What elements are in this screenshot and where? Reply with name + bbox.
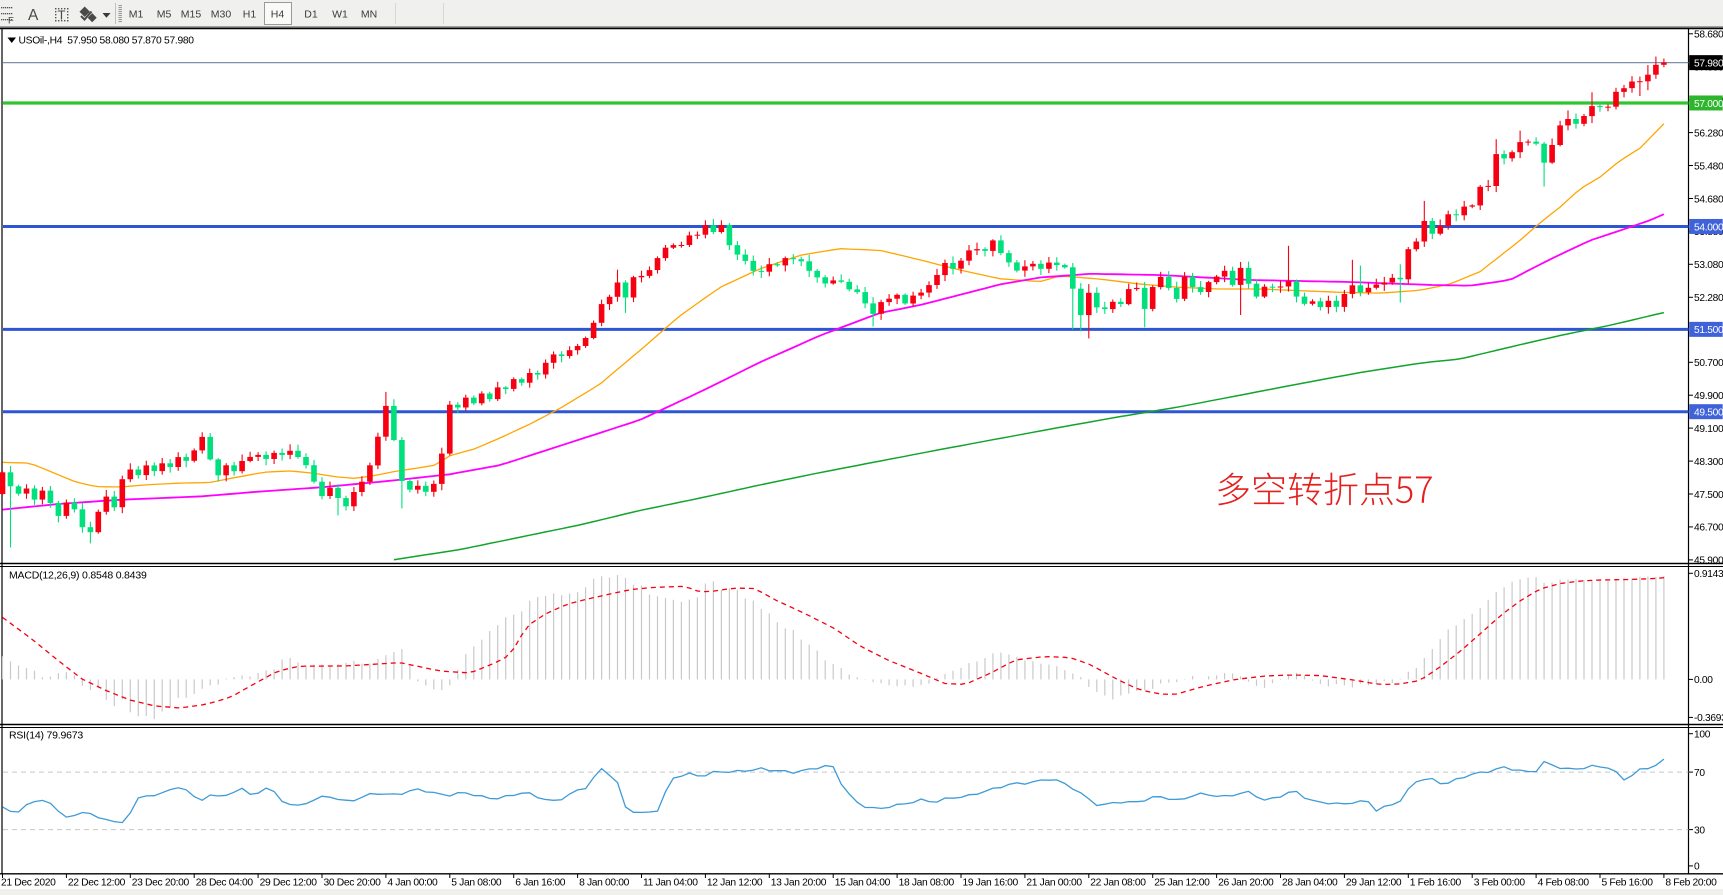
svg-text:MACD(12,26,9) 0.8548 0.8439: MACD(12,26,9) 0.8548 0.8439 (9, 570, 147, 582)
svg-text:M1: M1 (129, 9, 144, 21)
svg-text:47.500: 47.500 (1694, 490, 1723, 501)
svg-text:12 Jan 12:00: 12 Jan 12:00 (707, 878, 763, 889)
svg-text:13 Jan 20:00: 13 Jan 20:00 (771, 878, 827, 889)
svg-text:F: F (8, 16, 14, 27)
svg-text:54.000: 54.000 (1694, 222, 1723, 233)
svg-text:15 Jan 04:00: 15 Jan 04:00 (835, 878, 891, 889)
svg-text:11 Jan 04:00: 11 Jan 04:00 (643, 878, 698, 889)
svg-text:4 Jan 00:00: 4 Jan 00:00 (387, 878, 438, 889)
svg-text:19 Jan 16:00: 19 Jan 16:00 (963, 878, 1019, 889)
svg-text:USOil-,H4 57.950 58.080 57.87: USOil-,H4 57.950 58.080 57.870 57.980 (19, 36, 195, 47)
svg-text:MN: MN (361, 9, 377, 21)
svg-text:52.280: 52.280 (1694, 293, 1723, 304)
svg-text:28 Dec 04:00: 28 Dec 04:00 (196, 878, 254, 889)
svg-text:-0.3693: -0.3693 (1694, 713, 1723, 724)
svg-text:30: 30 (1694, 825, 1705, 836)
svg-text:M5: M5 (157, 9, 172, 21)
svg-text:1 Feb 16:00: 1 Feb 16:00 (1410, 878, 1462, 889)
svg-text:26 Jan 20:00: 26 Jan 20:00 (1218, 878, 1274, 889)
svg-text:M15: M15 (181, 9, 202, 21)
svg-text:29 Jan 12:00: 29 Jan 12:00 (1346, 878, 1402, 889)
svg-text:70: 70 (1694, 768, 1705, 779)
svg-text:H4: H4 (271, 9, 285, 21)
svg-text:D1: D1 (304, 9, 318, 21)
svg-text:21 Jan 00:00: 21 Jan 00:00 (1026, 878, 1082, 889)
svg-text:3 Feb 00:00: 3 Feb 00:00 (1474, 878, 1526, 889)
svg-text:58.680: 58.680 (1694, 30, 1723, 41)
svg-text:57.980: 57.980 (1694, 58, 1723, 69)
svg-text:30 Dec 20:00: 30 Dec 20:00 (324, 878, 382, 889)
svg-text:H1: H1 (243, 9, 257, 21)
svg-text:50.700: 50.700 (1694, 358, 1723, 369)
svg-text:57.000: 57.000 (1694, 99, 1723, 110)
svg-text:53.080: 53.080 (1694, 260, 1723, 271)
svg-text:54.680: 54.680 (1694, 194, 1723, 205)
svg-text:49.100: 49.100 (1694, 424, 1723, 435)
svg-text:M30: M30 (211, 9, 232, 21)
svg-text:48.300: 48.300 (1694, 457, 1723, 468)
svg-text:49.900: 49.900 (1694, 391, 1723, 402)
svg-text:46.700: 46.700 (1694, 523, 1723, 534)
svg-text:4 Feb 08:00: 4 Feb 08:00 (1538, 878, 1590, 889)
svg-text:W1: W1 (332, 9, 348, 21)
svg-text:21 Dec 2020: 21 Dec 2020 (1, 878, 56, 889)
svg-text:8 Feb 20:00: 8 Feb 20:00 (1665, 878, 1717, 889)
svg-text:T: T (58, 8, 66, 23)
svg-text:51.500: 51.500 (1694, 325, 1723, 336)
svg-text:28 Jan 04:00: 28 Jan 04:00 (1282, 878, 1338, 889)
svg-text:0.9143: 0.9143 (1694, 569, 1723, 580)
svg-text:5 Jan 08:00: 5 Jan 08:00 (451, 878, 502, 889)
svg-text:55.480: 55.480 (1694, 161, 1723, 172)
svg-text:25 Jan 12:00: 25 Jan 12:00 (1154, 878, 1210, 889)
svg-text:A: A (28, 7, 39, 24)
svg-text:22 Jan 08:00: 22 Jan 08:00 (1090, 878, 1146, 889)
svg-text:56.280: 56.280 (1694, 128, 1723, 139)
svg-text:18 Jan 08:00: 18 Jan 08:00 (899, 878, 955, 889)
svg-text:RSI(14) 79.9673: RSI(14) 79.9673 (9, 730, 83, 742)
svg-text:45.900: 45.900 (1694, 556, 1723, 567)
svg-text:0.00: 0.00 (1694, 675, 1713, 686)
svg-text:5 Feb 16:00: 5 Feb 16:00 (1602, 878, 1654, 889)
svg-text:0: 0 (1694, 862, 1700, 873)
svg-text:6 Jan 16:00: 6 Jan 16:00 (515, 878, 566, 889)
svg-text:29 Dec 12:00: 29 Dec 12:00 (260, 878, 318, 889)
svg-text:23 Dec 20:00: 23 Dec 20:00 (132, 878, 190, 889)
svg-text:49.500: 49.500 (1694, 408, 1723, 419)
svg-text:8 Jan 00:00: 8 Jan 00:00 (579, 878, 630, 889)
svg-text:100: 100 (1694, 730, 1711, 741)
svg-text:22 Dec 12:00: 22 Dec 12:00 (68, 878, 126, 889)
